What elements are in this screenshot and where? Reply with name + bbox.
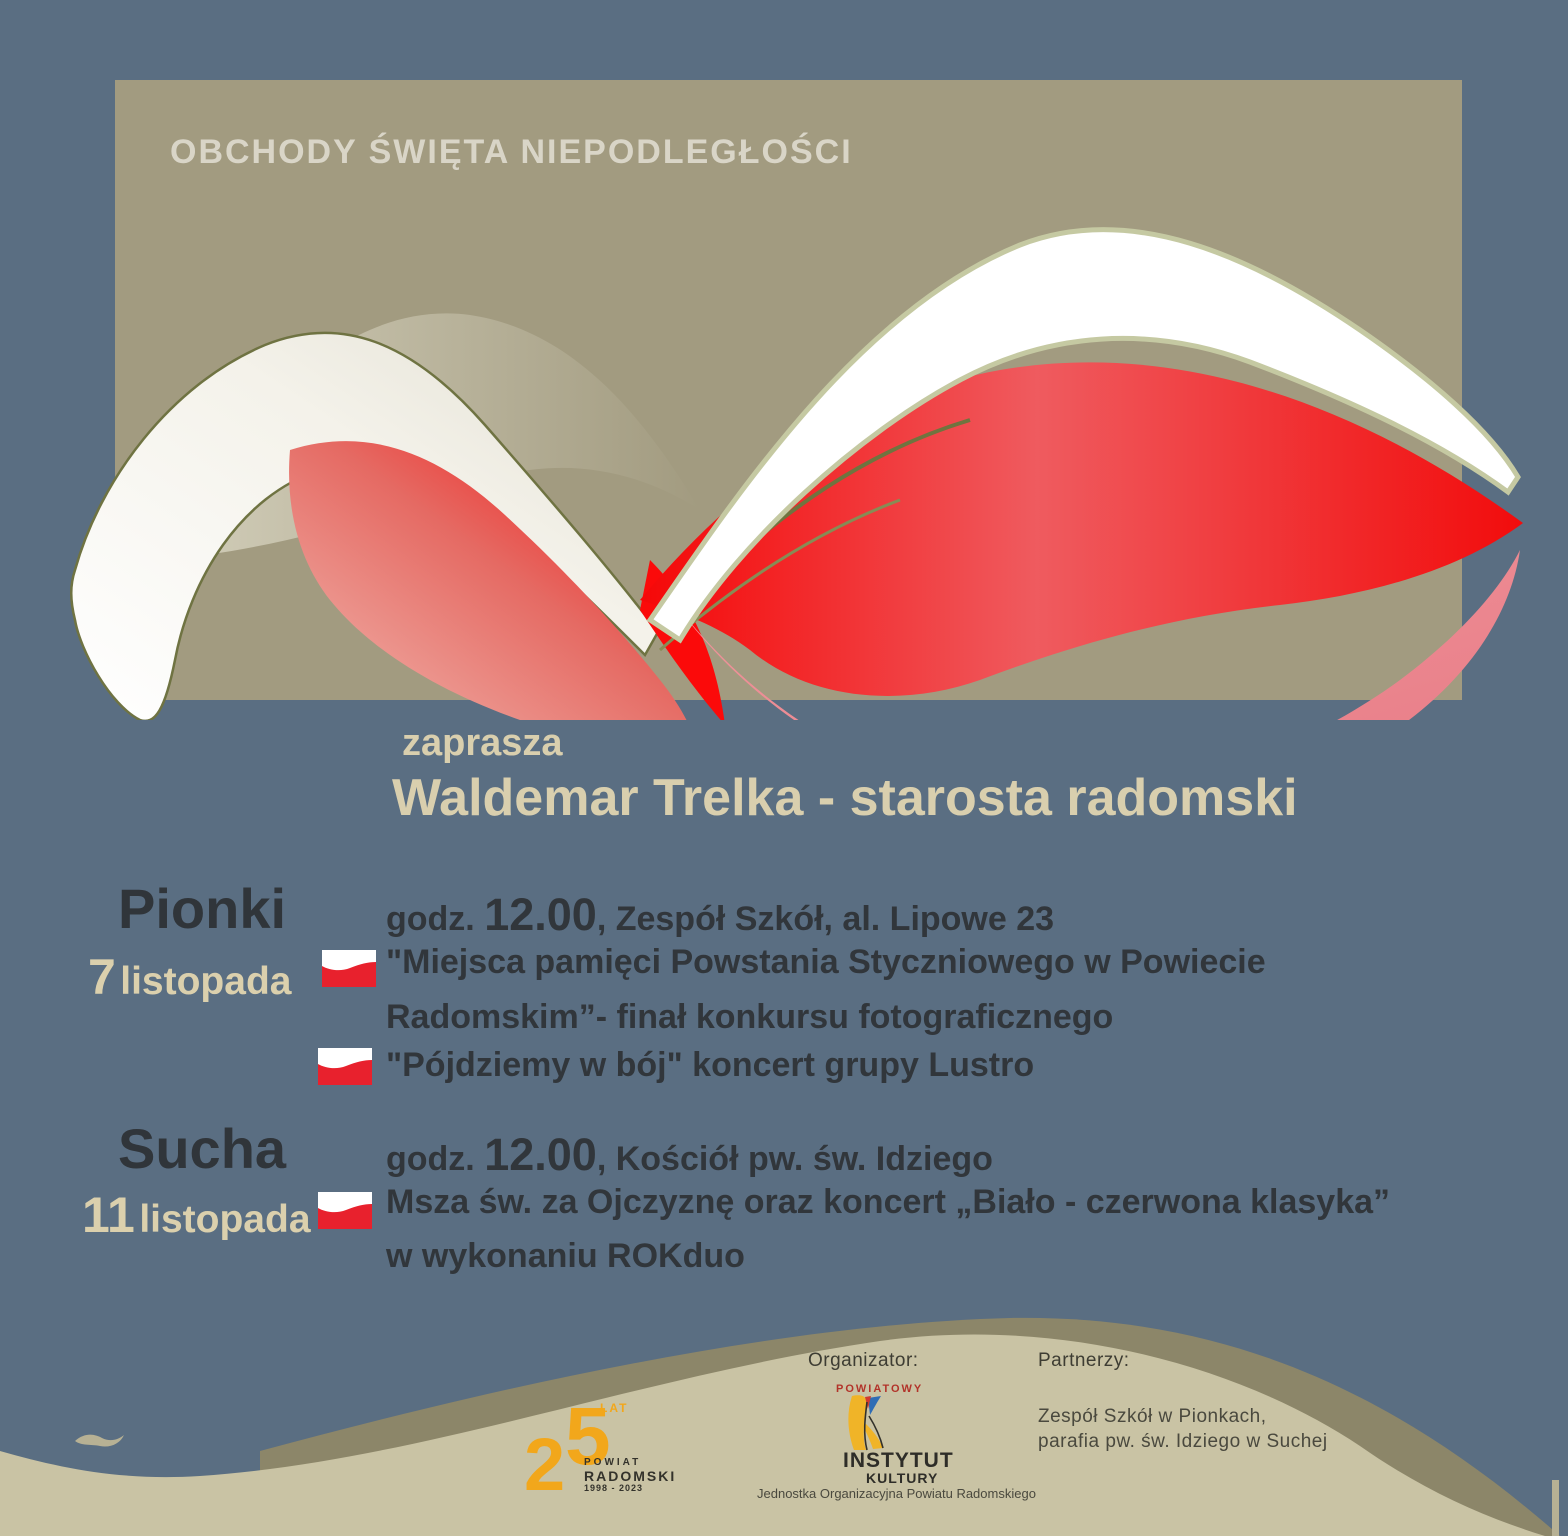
small-flag-icon — [318, 1048, 372, 1085]
event-date-pionki: 7 listopada — [88, 948, 291, 1006]
partner-line-2: parafia pw. św. Idziego w Suchej — [1038, 1431, 1328, 1452]
event-item-line: Msza św. za Ojczyznę oraz koncert „Biało… — [386, 1183, 1391, 1221]
anniversary-lat: LAT — [600, 1401, 629, 1415]
pik-logo-powiatowy: POWIATOWY — [836, 1383, 924, 1395]
inviter-name: Waldemar Trelka - starosta radomski — [392, 769, 1298, 827]
event-date-sucha: 11 listopada — [82, 1186, 311, 1244]
flag-white-right — [646, 227, 1521, 644]
venue: , Zespół Szkół, al. Lipowe 23 — [596, 900, 1055, 938]
event-time-venue: godz. 12.00, Zespół Szkół, al. Lipowe 23 — [386, 889, 1054, 941]
event-month: listopada — [120, 960, 292, 1003]
event-item-line: w wykonaniu ROKduo — [386, 1237, 745, 1275]
event-item-line: Radomskim”- finał konkursu fotograficzne… — [386, 998, 1114, 1036]
event-item-line: "Miejsca pamięci Powstania Styczniowego … — [386, 943, 1266, 981]
anniversary-years: 1998 - 2023 — [584, 1483, 644, 1493]
event-month: listopada — [139, 1198, 311, 1241]
bottom-wave-graphic — [0, 1317, 1560, 1536]
anniversary-powiat: POWIAT — [584, 1457, 642, 1468]
pik-logo-instytut: INSTYTUT — [843, 1449, 954, 1472]
anniversary-digit-2: 2 — [524, 1423, 566, 1506]
anniversary-digit-5: 5 — [565, 1391, 611, 1482]
waving-flag-graphic — [70, 227, 1523, 720]
pik-logo-kultury: KULTURY — [866, 1470, 939, 1486]
event-time-venue: godz. 12.00, Kościół pw. św. Idziego — [386, 1129, 993, 1181]
time-prefix: godz. — [386, 900, 485, 938]
event-city-sucha: Sucha — [118, 1117, 287, 1180]
event-day: 7 — [88, 949, 116, 1005]
venue: , Kościół pw. św. Idziego — [596, 1140, 993, 1178]
page-title: OBCHODY ŚWIĘTA NIEPODLEGŁOŚCI — [170, 133, 853, 171]
small-flag-icon — [318, 1192, 372, 1229]
time-value: 12.00 — [484, 1129, 597, 1180]
partners-label: Partnerzy: — [1038, 1350, 1130, 1371]
event-city-pionki: Pionki — [118, 877, 287, 940]
organizer-label: Organizator: — [808, 1350, 919, 1371]
time-value: 12.00 — [484, 889, 597, 940]
wave-right-sliver — [1552, 1480, 1559, 1536]
pik-organizational-unit: Jednostka Organizacyjna Powiatu Radomski… — [757, 1486, 1036, 1501]
event-item-line: "Pójdziemy w bój" koncert grupy Lustro — [386, 1046, 1035, 1084]
partner-line-1: Zespół Szkół w Pionkach, — [1038, 1406, 1267, 1427]
wave-tan — [0, 1334, 1545, 1536]
flag-red-left — [289, 441, 687, 720]
tilde-squiggle — [75, 1434, 124, 1447]
invite-label: zaprasza — [402, 722, 563, 764]
small-flag-icon — [322, 950, 376, 987]
anniversary-radomski: RADOMSKI — [584, 1468, 677, 1484]
time-prefix: godz. — [386, 1140, 485, 1178]
pik-logo-mark — [848, 1395, 884, 1451]
event-day: 11 — [82, 1187, 135, 1243]
